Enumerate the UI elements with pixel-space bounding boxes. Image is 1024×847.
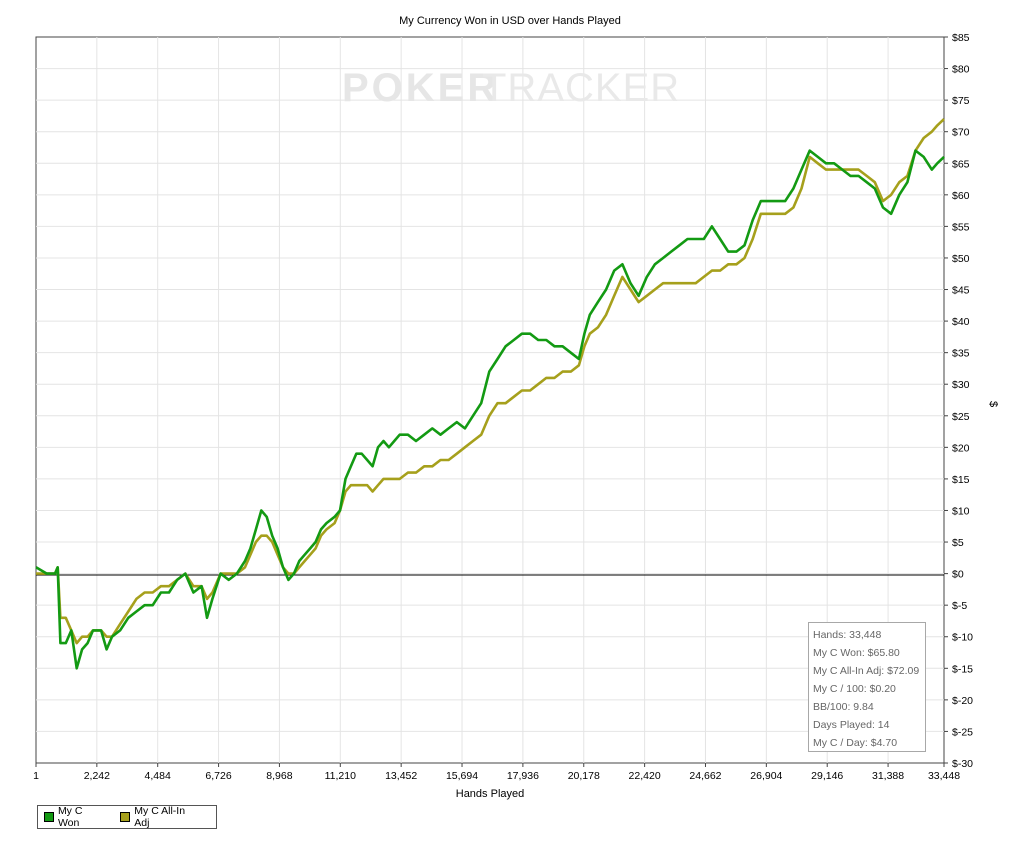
y-tick-label: $75	[952, 95, 970, 107]
x-tick-label: 29,146	[811, 770, 843, 782]
x-tick-label: 2,242	[84, 770, 110, 782]
y-tick-label: $50	[952, 253, 970, 265]
y-tick-label: $-20	[952, 695, 973, 707]
y-tick-label: $30	[952, 379, 970, 391]
stats-c-per-100: My C / 100: $0.20	[813, 683, 896, 695]
x-tick-labels: 1 2,242 4,484 6,726 8,968 11,210 13,452 15,694 1…	[33, 763, 960, 782]
x-tick-label: 4,484	[145, 770, 171, 782]
stats-days-played: Days Played: 14	[813, 719, 890, 731]
y-tick-label: $65	[952, 158, 970, 170]
x-tick-label: 17,936	[507, 770, 539, 782]
pokertracker-watermark: POKER TRACKER	[342, 66, 680, 110]
y-tick-label: $35	[952, 348, 970, 360]
y-tick-label: $10	[952, 505, 970, 517]
y-tick-label: $-30	[952, 758, 973, 770]
plot-area	[35, 36, 945, 764]
y-tick-label: $15	[952, 474, 970, 486]
series-line-c-won	[35, 149, 945, 670]
legend-item-c-won[interactable]: My C Won	[44, 805, 106, 829]
stats-c-per-day: My C / Day: $4.70	[813, 737, 898, 749]
watermark-poker: POKER	[342, 66, 499, 110]
y-tick-label: $70	[952, 127, 970, 139]
x-tick-label: 6,726	[205, 770, 231, 782]
y-tick-label: $5	[952, 537, 964, 549]
legend-item-allin-adj[interactable]: My C All-In Adj	[120, 805, 202, 829]
x-tick-label: 31,388	[872, 770, 904, 782]
stats-c-won: My C Won: $65.80	[813, 647, 900, 659]
y-tick-label: $-10	[952, 632, 973, 644]
y-tick-label: $20	[952, 442, 970, 454]
y-tick-label: $-25	[952, 726, 973, 738]
watermark-tracker: TRACKER	[482, 66, 680, 110]
stats-bb-per-100: BB/100: 9.84	[813, 701, 874, 713]
y-tick-label: $-15	[952, 663, 973, 675]
y-axis-label: $	[987, 401, 999, 407]
x-tick-label: 15,694	[446, 770, 478, 782]
legend: My C Won My C All-In Adj	[37, 805, 217, 829]
y-tick-label: $60	[952, 190, 970, 202]
y-tick-label: $80	[952, 64, 970, 76]
x-tick-label: 1	[33, 770, 39, 782]
y-tick-label: $45	[952, 285, 970, 297]
y-tick-label: $85	[952, 32, 970, 44]
y-tick-label: $-5	[952, 600, 967, 612]
legend-label-allin-adj: My C All-In Adj	[134, 805, 186, 829]
legend-swatch-allin-adj	[120, 812, 131, 822]
x-axis-label: Hands Played	[456, 788, 525, 800]
x-tick-label: 26,904	[750, 770, 782, 782]
y-tick-label: $25	[952, 411, 970, 423]
y-tick-label: $40	[952, 316, 970, 328]
x-tick-label: 24,662	[689, 770, 721, 782]
x-tick-label: 11,210	[325, 770, 356, 782]
series-layer	[35, 118, 945, 670]
y-tick-label: $0	[952, 569, 964, 581]
stats-box: Hands: 33,448 My C Won: $65.80 My C All-…	[808, 622, 926, 752]
legend-label-c-won: My C Won	[57, 805, 83, 829]
stats-hands: Hands: 33,448	[813, 629, 882, 641]
x-tick-label: 33,448	[928, 770, 960, 782]
stats-allin-adj: My C All-In Adj: $72.09	[813, 665, 920, 677]
y-tick-labels: $85 $80 $75 $70 $65 $60 $55 $50 $45 $40 $35 $30 $25 $…	[944, 32, 973, 770]
x-tick-label: 22,420	[629, 770, 661, 782]
x-tick-label: 13,452	[385, 770, 417, 782]
x-tick-label: 20,178	[568, 770, 600, 782]
legend-swatch-c-won	[44, 812, 54, 822]
x-tick-label: 8,968	[266, 770, 292, 782]
y-tick-label: $55	[952, 221, 970, 233]
chart-title: My Currency Won in USD over Hands Played	[399, 15, 621, 27]
